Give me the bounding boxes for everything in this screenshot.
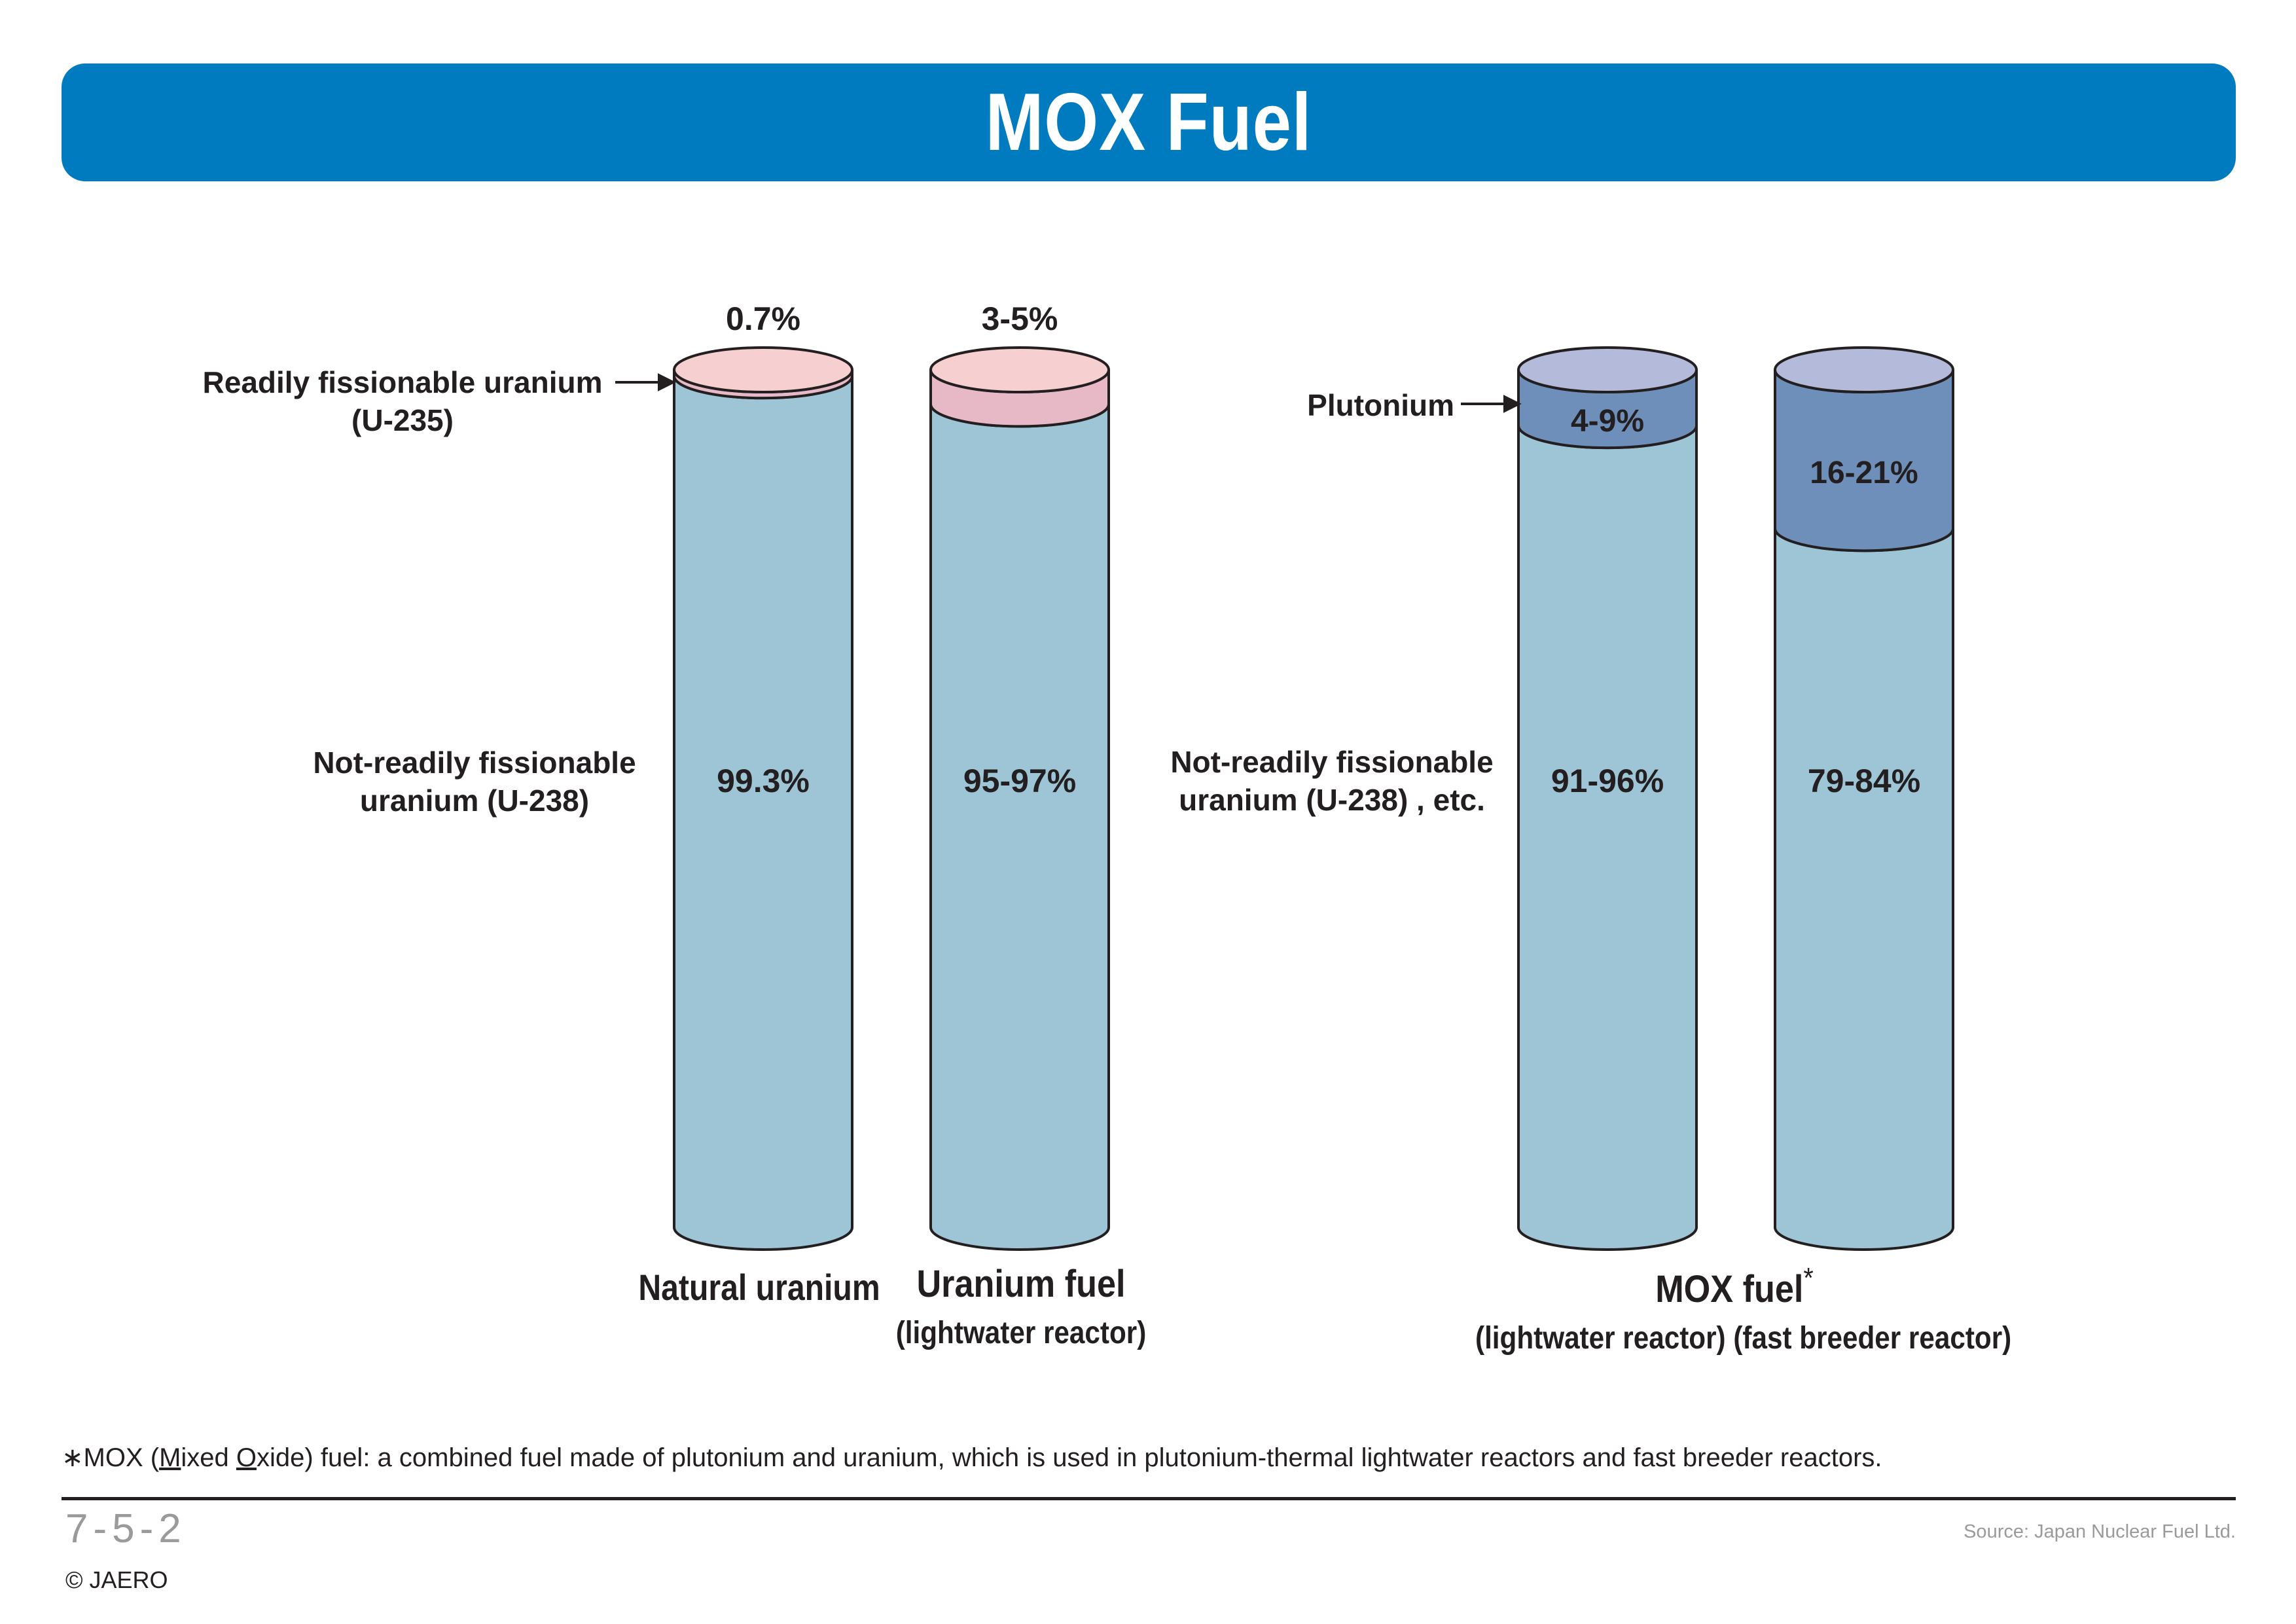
cylinder-mox-fast-breeder-u238-segment (1774, 528, 1954, 1251)
u238-annotation-right-line1: Not-readily fissionable (1170, 745, 1494, 779)
cylinder-mox-lightwater-top (1517, 346, 1698, 393)
category-uranium-fuel: Uranium fuel (lightwater reactor) (877, 1262, 1165, 1351)
category-mox-fuel-subs: (lightwater reactor) (fast breeder react… (1475, 1320, 2011, 1356)
u238-annotation-left-line2: uranium (U-238) (359, 784, 590, 818)
cylinder-mox-lightwater-u238-segment (1517, 425, 1698, 1251)
category-uranium-fuel-label: Uranium fuel (916, 1263, 1126, 1305)
value-label-mox-fbr-pu: 16-21% (1810, 456, 1918, 490)
cylinder-natural-uranium-u238-segment (673, 375, 853, 1251)
value-label-mox-fbr-u238: 79-84% (1807, 763, 1921, 799)
category-mox-fbr-sub: (fast breeder reactor) (1733, 1321, 2012, 1356)
value-label-natural-u238: 99.3% (717, 763, 810, 799)
value-label-mox-lw-pu: 4-9% (1570, 404, 1645, 439)
category-natural-uranium-label: Natural uranium (638, 1267, 880, 1308)
cylinder-mox-fast-breeder-top (1774, 346, 1954, 393)
plutonium-annotation: Plutonium (1307, 388, 1454, 422)
footnote-rest: xide) fuel: a combined fuel made of plut… (257, 1443, 1882, 1472)
category-mox-fuel: MOX fuel* (lightwater reactor) (fast bre… (1440, 1262, 2029, 1356)
source-note: Source: Japan Nuclear Fuel Ltd. (1964, 1521, 2236, 1542)
value-label-natural-u235: 0.7% (726, 300, 800, 337)
footnote-m: M (159, 1443, 181, 1472)
page-title: MOX Fuel (985, 77, 1312, 168)
u235-annotation-line2: (U-235) (351, 403, 454, 437)
mox-footnote-mark: * (1803, 1262, 1814, 1294)
footnote-o: O (236, 1443, 257, 1472)
footer-divider (62, 1497, 2236, 1500)
u238-annotation-left-line1: Not-readily fissionable (313, 746, 636, 780)
value-label-mox-lw-u238: 91-96% (1551, 763, 1664, 799)
value-label-fuel-u235: 3-5% (981, 300, 1058, 337)
u238-annotation-right-line2: uranium (U-238) , etc. (1179, 783, 1485, 817)
category-natural-uranium: Natural uranium (615, 1266, 903, 1308)
footnote: ∗MOX (Mixed Oxide) fuel: a combined fuel… (62, 1443, 1882, 1473)
page-number: 7-5-2 (65, 1506, 187, 1551)
u238-annotation-left: Not-readily fissionable uranium (U-238) (288, 744, 661, 820)
value-label-fuel-u238: 95-97% (963, 763, 1077, 799)
copyright: © JAERO (65, 1566, 168, 1593)
cylinder-natural-uranium-top (673, 346, 853, 393)
cylinder-uranium-fuel-top (929, 346, 1110, 393)
footnote-ixed: ixed (181, 1443, 236, 1472)
cylinder-uranium-fuel-u238-segment (929, 404, 1110, 1251)
category-mox-fuel-label: MOX fuel* (1469, 1262, 2000, 1311)
u235-annotation-line1: Readily fissionable uranium (202, 365, 603, 399)
category-uranium-fuel-sub: (lightwater reactor) (895, 1316, 1147, 1350)
category-mox-fuel-text: MOX fuel (1655, 1268, 1804, 1310)
u235-annotation: Readily fissionable uranium (U-235) (190, 363, 615, 439)
footnote-start: ∗MOX ( (62, 1443, 160, 1472)
title-banner: MOX Fuel (62, 63, 2236, 181)
category-mox-lw-sub: (lightwater reactor) (1475, 1321, 1726, 1356)
u238-annotation-right: Not-readily fissionable uranium (U-238) … (1152, 743, 1512, 819)
